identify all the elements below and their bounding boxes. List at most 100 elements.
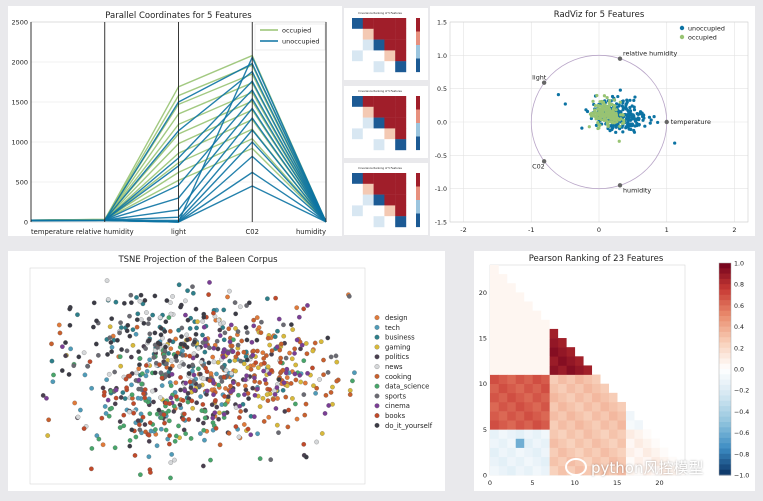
tsne-point-tech: [103, 411, 109, 416]
point-unoccupied: [630, 104, 634, 108]
point-unoccupied: [630, 115, 634, 119]
point-occupied: [601, 112, 606, 117]
heatmap-cell: [591, 447, 601, 458]
thumbnail-cell: [362, 139, 374, 151]
legend-label: tech: [385, 324, 400, 332]
heatmap-cell: [549, 420, 559, 430]
thumbnail-colorbar-seg: [416, 18, 420, 23]
tsne-point-books: [213, 425, 219, 431]
heatmap-cell: [515, 301, 525, 311]
tsne-point-business: [194, 325, 199, 331]
heatmap-cell: [557, 401, 567, 412]
heatmap-cell: [557, 383, 567, 394]
heatmap-cell: [498, 283, 508, 293]
tsne-point-news: [223, 368, 229, 373]
tsne-point-books: [137, 422, 142, 428]
thumbnail-colorbar-seg: [416, 31, 420, 37]
tsne-panel: TSNE Projection of the Baleen Corpus desi…: [8, 251, 445, 491]
legend-marker: [374, 403, 380, 409]
tsne-point-do_it_yourself: [164, 298, 170, 303]
heatmap-cell: [498, 356, 508, 366]
radviz-chart: RadViz for 5 Features -2 -1 0 1 2 -1.5 -1.0 -0.5…: [435, 10, 749, 234]
thumbnail-cell: [395, 173, 407, 184]
chart-title: TSNE Projection of the Baleen Corpus: [117, 255, 278, 265]
heatmap-cell: [523, 438, 533, 448]
tsne-point-cooking: [312, 340, 318, 346]
tsne-point-cinema: [221, 412, 227, 417]
heatmap-cell: [634, 447, 643, 458]
tsne-point-news: [144, 310, 149, 315]
tsne-point-cooking: [255, 348, 260, 354]
tsne-point-books: [211, 310, 216, 316]
tsne-point-sports: [301, 392, 307, 397]
tsne-point-news: [168, 300, 173, 305]
heatmap-cell: [591, 438, 601, 448]
colorbar-segment: [719, 358, 731, 365]
heatmap-cell: [523, 374, 533, 384]
thumbnail-cell: [362, 18, 374, 29]
tsne-point-politics: [201, 463, 206, 469]
thumbnail-cell: [384, 18, 396, 29]
tsne-point-data_science: [133, 434, 139, 440]
thumbnail-cell: [373, 18, 385, 29]
heatmap-cell: [574, 420, 584, 430]
heatmap-cell: [549, 465, 559, 476]
thumbnail-cell: [395, 194, 407, 206]
heatmap-cell: [651, 465, 660, 476]
point-occupied: [611, 110, 615, 114]
tsne-point-cinema: [252, 414, 257, 419]
heatmap-cell: [490, 447, 499, 458]
heatmap-cell: [557, 356, 567, 366]
heatmap-cell: [600, 420, 609, 430]
heatmap-cell: [506, 374, 516, 384]
thumbnail-cell: [352, 50, 363, 62]
tsne-point-books: [180, 416, 186, 422]
thumbnail-heatmap: Covariance Ranking of 5 Features: [344, 163, 428, 235]
thumbnail-cell: [362, 28, 374, 40]
thumbnail-cell: [362, 205, 374, 217]
tsne-point-cooking: [321, 357, 326, 363]
tsne-point-do_it_yourself: [246, 396, 251, 401]
tsne-point-cinema: [169, 371, 175, 377]
tsne-point-do_it_yourself: [129, 300, 134, 305]
tsne-point-cinema: [228, 322, 234, 328]
tsne-point-tech: [68, 346, 73, 352]
point-unoccupied: [617, 127, 622, 131]
colorbar-segment: [719, 331, 731, 338]
tsne-point-design: [241, 422, 247, 427]
tsne-point-data_science: [153, 427, 158, 432]
colorbar-label: −0.6: [734, 430, 749, 437]
x-tick-label: 2: [732, 226, 736, 234]
tsne-point-cinema: [252, 393, 258, 398]
heatmap-cell: [523, 356, 533, 366]
tsne-point-books: [162, 420, 167, 426]
tsne-point-do_it_yourself: [66, 372, 72, 377]
tsne-point-tech: [50, 379, 56, 385]
heatmap-cell: [506, 338, 516, 348]
tsne-point-tech: [94, 433, 100, 438]
tsne-point-books: [173, 394, 179, 399]
heatmap-cell: [549, 438, 559, 448]
colorbar-segment: [719, 459, 731, 465]
tsne-point-books: [278, 360, 283, 365]
point-occupied: [614, 108, 618, 112]
y-tick-label: 15: [479, 335, 487, 343]
heatmap-cell: [532, 328, 542, 339]
thumbnail-cell: [384, 117, 396, 129]
tsne-point-cooking: [168, 328, 173, 334]
tsne-point-cooking: [323, 393, 329, 398]
tsne-point-tech: [78, 407, 83, 413]
tsne-point-do_it_yourself: [186, 364, 192, 369]
heatmap-cell: [506, 383, 516, 394]
tsne-point-cooking: [265, 398, 271, 403]
tsne-point-news: [157, 315, 163, 320]
heatmap-cell: [532, 374, 542, 384]
tsne-point-news: [150, 388, 155, 394]
tsne-point-do_it_yourself: [127, 443, 133, 449]
colorbar-segment: [719, 321, 731, 328]
tsne-point-news: [106, 371, 112, 377]
tsne-point-cinema: [231, 380, 236, 385]
thumbnail-cell: [373, 128, 385, 140]
point-unoccupied: [563, 102, 567, 106]
tsne-point-politics: [151, 399, 156, 405]
